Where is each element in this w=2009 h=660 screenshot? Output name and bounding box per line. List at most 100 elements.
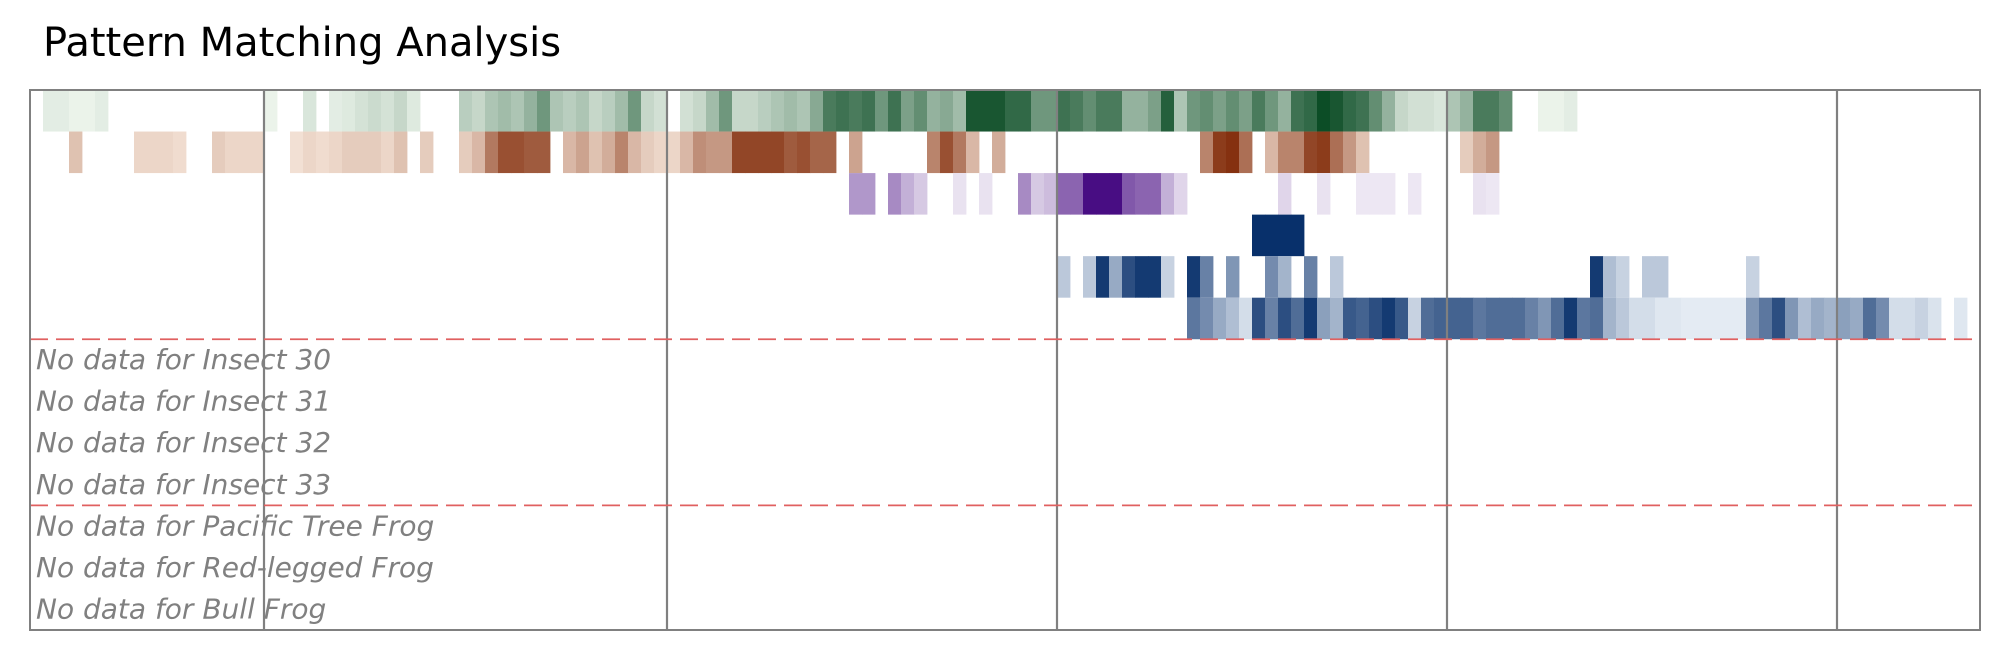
- heatmap-cell: [1330, 297, 1344, 340]
- heatmap-cell: [1395, 297, 1409, 340]
- heatmap-cell: [953, 131, 967, 174]
- heatmap-cell: [1291, 297, 1305, 340]
- heatmap-cell: [693, 131, 707, 174]
- heatmap-cell: [1304, 131, 1318, 174]
- heatmap-cell: [693, 90, 707, 132]
- heatmap-cell: [1746, 297, 1760, 340]
- heatmap-cell: [1486, 90, 1500, 132]
- heatmap-cell: [1460, 297, 1474, 340]
- heatmap-cell: [225, 131, 239, 174]
- heatmap-cell: [524, 131, 538, 174]
- heatmap-cell: [810, 90, 824, 132]
- heatmap-cell: [797, 131, 811, 174]
- heatmap-cell: [615, 90, 629, 132]
- heatmap-cell: [1629, 297, 1643, 340]
- heatmap-cell: [1499, 297, 1513, 340]
- heatmap-cell: [1343, 131, 1357, 174]
- plot-frame: [29, 89, 1981, 631]
- heatmap-cell: [1915, 297, 1929, 340]
- heatmap-cell: [1785, 297, 1799, 340]
- heatmap-cell: [615, 131, 629, 174]
- heatmap-cell: [1655, 297, 1669, 340]
- heatmap-cell: [1421, 297, 1435, 340]
- heatmap-cell: [1603, 256, 1617, 298]
- heatmap-cell: [1174, 90, 1188, 132]
- heatmap-cell: [1356, 90, 1370, 132]
- heatmap-cell: [1460, 131, 1474, 174]
- heatmap-cell: [1733, 297, 1747, 340]
- heatmap-cell: [940, 90, 954, 132]
- heatmap-cell: [1200, 131, 1214, 174]
- heatmap-cell: [1083, 90, 1097, 132]
- heatmap-cell: [563, 131, 577, 174]
- heatmap-cell: [1317, 131, 1331, 174]
- heatmap-cell: [1278, 214, 1292, 257]
- no-data-labels: No data for Insect 30 No data for Insect …: [36, 343, 434, 625]
- heatmap-cell: [1473, 173, 1487, 215]
- group-separators: [30, 338, 1980, 507]
- heatmap-cell: [1356, 297, 1370, 340]
- heatmap-cell: [1408, 297, 1422, 340]
- heatmap-cell: [1291, 90, 1305, 132]
- heatmap-cell: [1265, 214, 1279, 257]
- no-data-label: No data for Bull Frog: [36, 592, 326, 625]
- heatmap-cell: [160, 131, 174, 174]
- heatmap-cell: [1044, 90, 1058, 132]
- heatmap-cell: [862, 90, 876, 132]
- heatmap-cell: [381, 90, 395, 132]
- heatmap-cell: [1031, 173, 1045, 215]
- heatmap-cell: [1317, 297, 1331, 340]
- heatmap-cell: [1369, 173, 1383, 215]
- heatmap-cell: [251, 131, 265, 174]
- heatmap-cell: [732, 90, 746, 132]
- heatmap-cell: [1824, 297, 1838, 340]
- no-data-label: No data for Insect 32: [36, 426, 331, 459]
- heatmap-cell: [407, 90, 421, 132]
- heatmap-cell: [1187, 297, 1201, 340]
- heatmap-cell: [667, 131, 681, 174]
- heatmap-cell: [1668, 297, 1682, 340]
- heatmap-cell: [1720, 297, 1734, 340]
- heatmap-cell: [1395, 90, 1409, 132]
- heatmap-cell: [1096, 173, 1110, 215]
- heatmap-cell: [849, 131, 863, 174]
- heatmap-cell: [1343, 297, 1357, 340]
- heatmap-cell: [1265, 90, 1279, 132]
- heatmap-cell: [147, 131, 161, 174]
- heatmap-cell: [1096, 90, 1110, 132]
- heatmap-cell: [1265, 297, 1279, 340]
- heatmap-cell: [1473, 297, 1487, 340]
- heatmap-cell: [1187, 90, 1201, 132]
- heatmap-cell: [654, 131, 668, 174]
- heatmap-cell: [927, 90, 941, 132]
- heatmap-cell: [1213, 90, 1227, 132]
- heatmap-cell: [1005, 90, 1019, 132]
- heatmap-cell: [1200, 90, 1214, 132]
- heatmap-cell: [992, 90, 1006, 132]
- heatmap-cell: [56, 90, 70, 132]
- heatmap-cell: [901, 173, 915, 215]
- heatmap-cell: [1252, 297, 1266, 340]
- heatmap-cell: [368, 90, 382, 132]
- heatmap-cell: [654, 90, 668, 132]
- heatmap-cell: [979, 90, 993, 132]
- heatmap-cell: [316, 131, 330, 174]
- heatmap-cell: [1226, 131, 1240, 174]
- heatmap-cell: [1291, 214, 1305, 257]
- heatmap-cell: [1018, 90, 1032, 132]
- heatmap-cell: [1902, 297, 1916, 340]
- heatmap-cell: [1265, 256, 1279, 298]
- heatmap-cell: [342, 90, 356, 132]
- heatmap-cell: [771, 90, 785, 132]
- heatmap-cell: [732, 131, 746, 174]
- heatmap-cell: [550, 90, 564, 132]
- heatmap-cell: [1408, 173, 1422, 215]
- heatmap-cell: [1642, 297, 1656, 340]
- heatmap-cell: [1473, 90, 1487, 132]
- heatmap-cell: [134, 131, 148, 174]
- heatmap-cell: [1330, 131, 1344, 174]
- heatmap-cell: [1265, 131, 1279, 174]
- heatmap-cell: [1278, 297, 1292, 340]
- heatmap-cell: [836, 90, 850, 132]
- heatmap-cell: [1239, 131, 1253, 174]
